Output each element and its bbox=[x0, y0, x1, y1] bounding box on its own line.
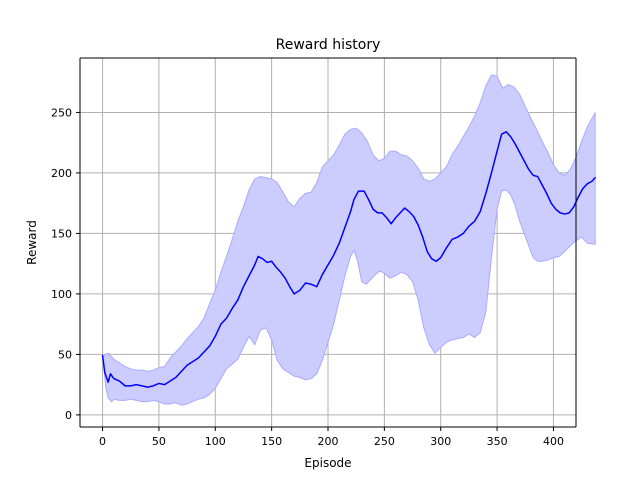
x-tick-label: 400 bbox=[543, 435, 564, 448]
x-tick-label: 50 bbox=[152, 435, 166, 448]
reward-range-band bbox=[102, 74, 596, 406]
y-tick-label: 100 bbox=[51, 288, 72, 301]
x-tick-label: 250 bbox=[374, 435, 395, 448]
x-axis-label: Episode bbox=[304, 456, 351, 470]
reward-line-layer bbox=[101, 131, 596, 388]
x-tick-label: 350 bbox=[487, 435, 508, 448]
x-tick-label: 100 bbox=[205, 435, 226, 448]
y-tick-label: 50 bbox=[58, 348, 72, 361]
x-tick-label: 200 bbox=[318, 435, 339, 448]
y-tick-label: 250 bbox=[51, 106, 72, 119]
ticks-layer: 0 50 100 150 200 250 300 350 400 0 50 100 150 200 250 bbox=[51, 106, 564, 448]
x-tick-label: 150 bbox=[261, 435, 282, 448]
reward-line bbox=[101, 131, 596, 388]
y-tick-label: 200 bbox=[51, 167, 72, 180]
y-axis-label: Reward bbox=[25, 220, 39, 265]
chart-title: Reward history bbox=[276, 37, 381, 53]
y-tick-label: 150 bbox=[51, 227, 72, 240]
x-tick-label: 300 bbox=[430, 435, 451, 448]
y-tick-label: 0 bbox=[65, 409, 72, 422]
x-tick-label: 0 bbox=[99, 435, 106, 448]
reward-band-layer bbox=[102, 74, 596, 406]
